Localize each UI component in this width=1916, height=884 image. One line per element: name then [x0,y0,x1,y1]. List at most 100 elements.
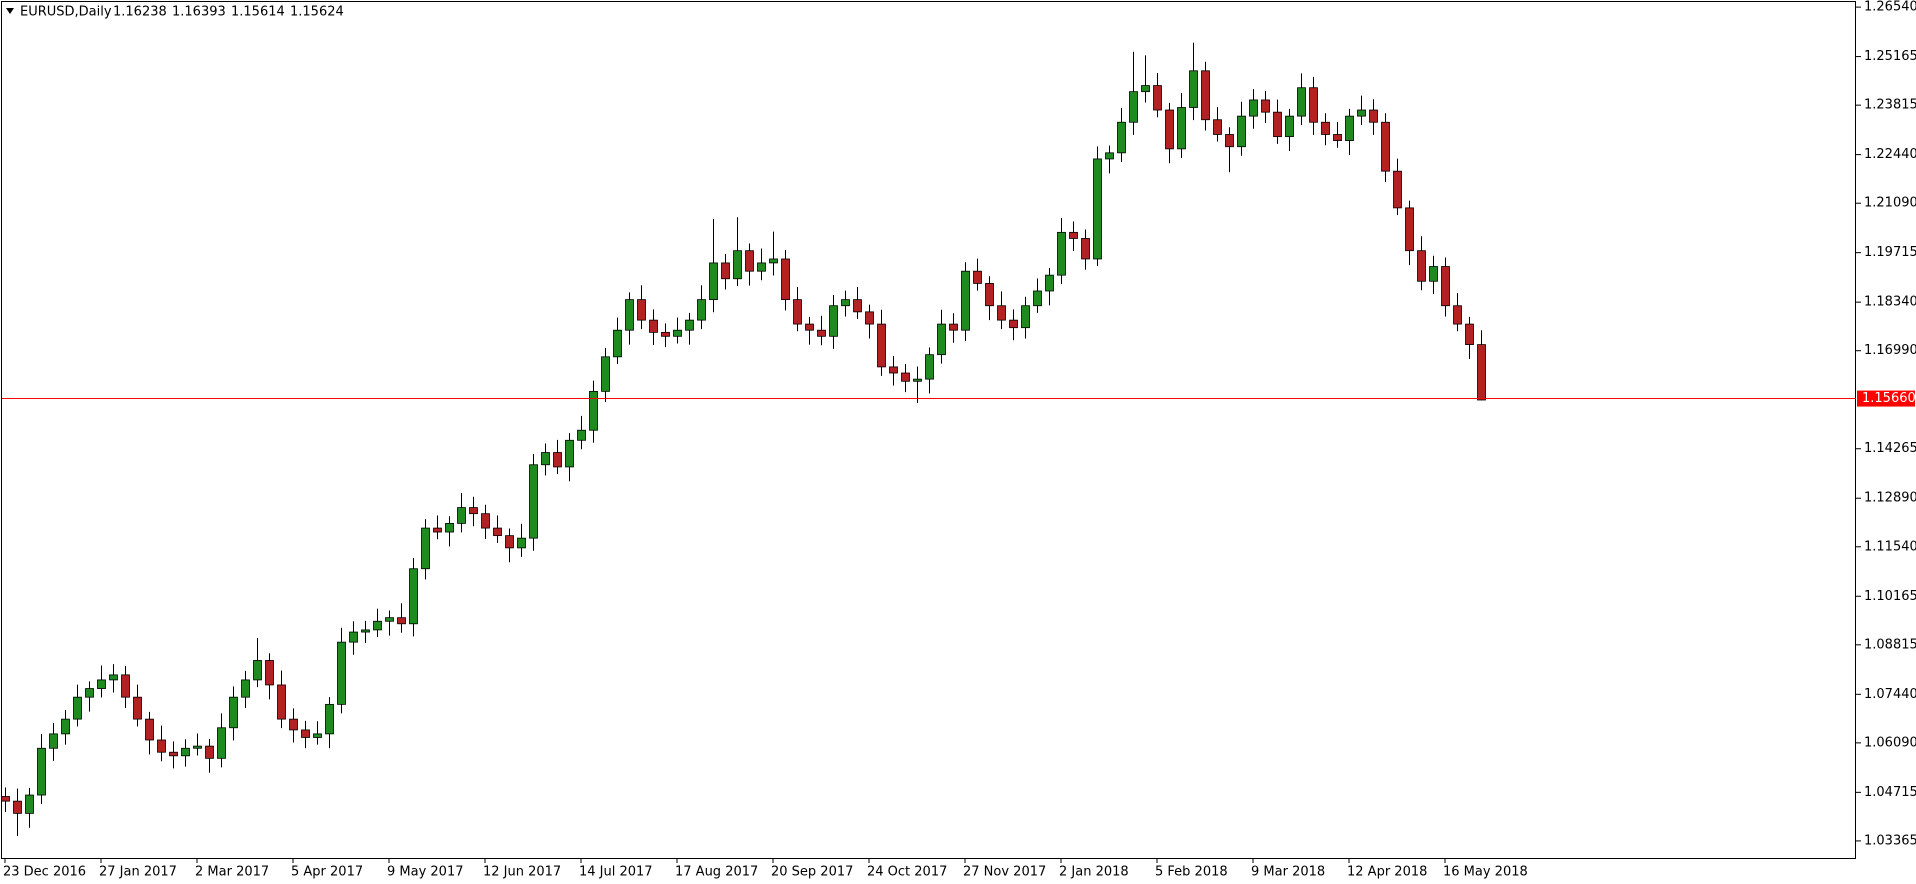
candle-body [757,262,766,272]
candle-body [421,527,430,570]
candle-body [541,452,550,466]
candle-body [445,523,454,533]
y-tick-label: 1.03365 [1864,833,1916,848]
candle-body [1285,115,1294,138]
candle-body [169,751,178,757]
candle-body [577,429,586,441]
candle-body [1273,111,1282,138]
candle-body [1453,305,1462,325]
candle-body [613,329,622,358]
candle-body [1009,319,1018,329]
candle-body [1105,152,1114,160]
candle-body [1153,85,1162,111]
candle-body [661,331,670,337]
candle-body [949,323,958,331]
candle-body [505,535,514,549]
candle-body [313,733,322,738]
x-tick-label: 2 Mar 2017 [195,865,269,880]
last-open: 1.16238 [113,5,167,20]
candle-body [85,688,94,698]
candle-body [1057,231,1066,276]
x-tick-label: 9 Mar 2018 [1251,865,1325,880]
candle-body [1477,344,1486,401]
candle-body [1225,134,1234,148]
candle-body [1321,121,1330,135]
candle-body [205,745,214,759]
y-tick-label: 1.07440 [1864,687,1916,702]
candle-body [229,696,238,729]
x-tick-label: 16 May 2018 [1443,865,1528,880]
current-price-tag [1857,390,1915,407]
candle-body [325,703,334,735]
candle-body [337,641,346,705]
candle-body [1441,266,1450,307]
candle-body [1393,170,1402,209]
candle-body [13,800,22,814]
candle-body [1465,323,1474,345]
x-tick-label: 9 May 2017 [387,865,464,880]
candle-body [1033,290,1042,307]
candle-body [1345,115,1354,141]
candle-body [1309,87,1318,123]
candle-body [685,319,694,331]
candle-body [1381,121,1390,172]
y-tick-label: 1.23815 [1864,98,1916,113]
candle-body [61,718,70,735]
candle-body [241,679,250,698]
candle-body [301,729,310,738]
candle-body [1129,91,1138,123]
candle-body [985,283,994,307]
last-low: 1.15614 [231,5,285,20]
candle-body [1417,250,1426,282]
candle-body [937,323,946,356]
candle-body [1093,158,1102,260]
candle-body [193,745,202,749]
candle-body [433,527,442,533]
candle-body [781,258,790,301]
candle-body [1,796,10,802]
chart-title: EURUSD,Daily [20,5,112,20]
y-tick-label: 1.08815 [1864,637,1916,652]
candle-body [385,617,394,622]
candle-body [589,390,598,431]
x-tick-label: 5 Apr 2017 [291,865,363,880]
candle-body [49,733,58,749]
candle-body [253,660,262,681]
candle-body [1165,109,1174,150]
x-tick-label: 14 Jul 2017 [579,865,653,880]
y-tick-label: 1.26540 [1864,0,1916,15]
candle-body [697,299,706,321]
candle-body [913,378,922,382]
y-tick-label: 1.21090 [1864,196,1916,211]
candle-body [865,311,874,325]
x-tick-label: 2 Jan 2018 [1059,865,1129,880]
candle-body [349,631,358,643]
candle-body [973,270,982,284]
candle-body [1357,109,1366,117]
candle-body [841,299,850,307]
candle-body [73,696,82,720]
candle-body [1045,274,1054,292]
candle-body [997,305,1006,321]
x-tick-label: 23 Dec 2016 [3,865,86,880]
menu-icon[interactable] [6,8,14,14]
candle-body [265,660,274,686]
x-tick-label: 24 Oct 2017 [867,865,947,880]
candle-body [157,739,166,753]
candle-body [481,513,490,529]
last-high: 1.16393 [172,5,226,20]
x-tick-label: 27 Jan 2017 [99,865,177,880]
candle-body [1297,87,1306,117]
last-close: 1.15624 [290,5,344,20]
candle-body [649,319,658,333]
y-tick-label: 1.04715 [1864,785,1916,800]
plot-frame [1,1,1856,859]
candle-body [925,354,934,380]
candle-body [709,262,718,301]
candle-body [25,794,34,814]
x-tick-label: 27 Nov 2017 [963,865,1046,880]
candle-body [493,527,502,537]
candle-body [1237,115,1246,148]
